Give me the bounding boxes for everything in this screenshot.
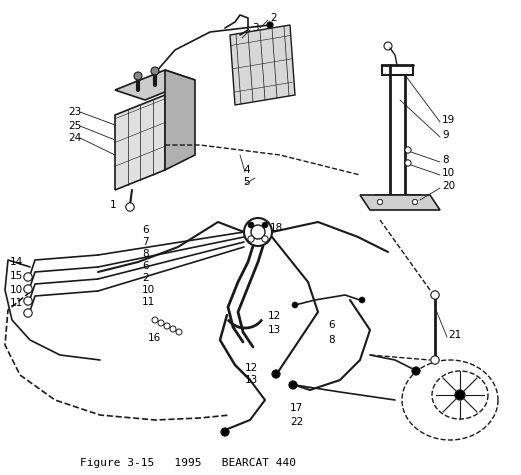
Circle shape [126, 203, 134, 211]
Text: 18: 18 [270, 223, 283, 233]
Polygon shape [230, 25, 295, 105]
Text: 23: 23 [68, 107, 81, 117]
Text: 12: 12 [245, 363, 258, 373]
Circle shape [134, 72, 142, 80]
Text: 3: 3 [252, 23, 258, 33]
Polygon shape [360, 195, 440, 210]
Text: 2: 2 [270, 13, 277, 23]
Text: 8: 8 [142, 249, 148, 259]
Text: 6: 6 [328, 320, 334, 330]
Text: 11: 11 [142, 297, 155, 307]
Polygon shape [115, 70, 195, 100]
Text: 10: 10 [442, 168, 455, 178]
Circle shape [221, 428, 229, 436]
Text: 9: 9 [442, 130, 449, 140]
Text: 10: 10 [142, 285, 155, 295]
Circle shape [262, 236, 268, 242]
Text: 11: 11 [10, 298, 23, 308]
Text: 5: 5 [243, 177, 250, 187]
Text: 20: 20 [442, 181, 455, 191]
Text: 4: 4 [243, 165, 250, 175]
Text: 6: 6 [142, 261, 148, 271]
Circle shape [151, 67, 159, 75]
Text: 22: 22 [290, 417, 303, 427]
Circle shape [248, 222, 254, 228]
Circle shape [292, 302, 298, 308]
Circle shape [267, 22, 273, 28]
Text: 16: 16 [148, 333, 162, 343]
Circle shape [272, 370, 280, 378]
Circle shape [289, 381, 297, 389]
Circle shape [405, 147, 411, 153]
Text: 7: 7 [142, 237, 148, 247]
Text: 17: 17 [290, 403, 303, 413]
Circle shape [24, 273, 32, 281]
Text: 15: 15 [10, 271, 23, 281]
Text: 12: 12 [268, 311, 281, 321]
Circle shape [24, 297, 32, 305]
Circle shape [359, 297, 365, 303]
Text: 13: 13 [268, 325, 281, 335]
Text: 19: 19 [442, 115, 455, 125]
Circle shape [413, 200, 417, 205]
Text: Figure 3-15   1995   BEARCAT 440: Figure 3-15 1995 BEARCAT 440 [80, 458, 296, 468]
Circle shape [24, 309, 32, 317]
Circle shape [24, 285, 32, 293]
Text: 14: 14 [10, 257, 23, 267]
Text: 10: 10 [10, 285, 23, 295]
Circle shape [262, 222, 268, 228]
Polygon shape [115, 95, 165, 190]
Text: 1: 1 [110, 200, 117, 210]
Text: 8: 8 [328, 335, 334, 345]
Text: 8: 8 [442, 155, 449, 165]
Circle shape [455, 390, 465, 400]
Circle shape [378, 200, 382, 205]
Text: 24: 24 [68, 133, 81, 143]
Circle shape [412, 367, 420, 375]
Circle shape [431, 291, 439, 299]
Polygon shape [165, 70, 195, 170]
Text: 2: 2 [142, 273, 148, 283]
Circle shape [248, 236, 254, 242]
Text: 25: 25 [68, 121, 81, 131]
Circle shape [405, 160, 411, 166]
Text: 21: 21 [448, 330, 461, 340]
Circle shape [431, 356, 439, 364]
Text: 6: 6 [142, 225, 148, 235]
Text: 13: 13 [245, 375, 258, 385]
